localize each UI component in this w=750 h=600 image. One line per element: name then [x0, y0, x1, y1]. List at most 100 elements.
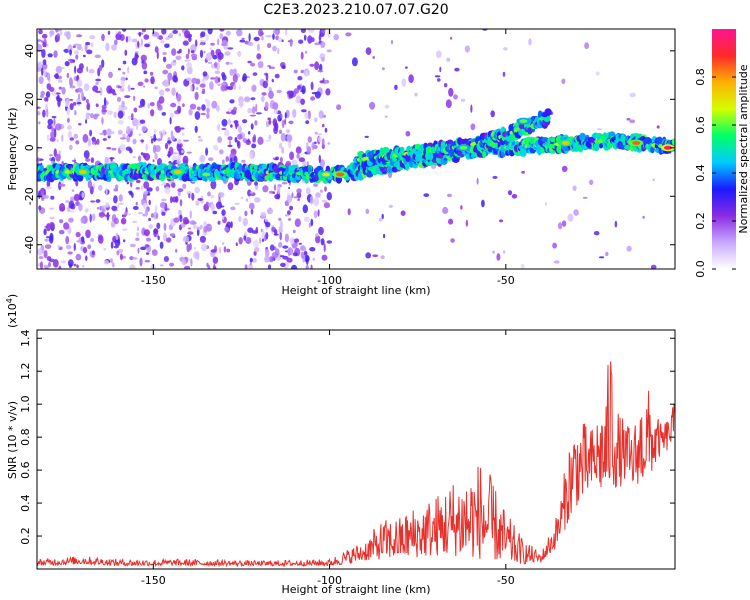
- heatmap-peak: [173, 170, 182, 175]
- heatmap-noise-cell: [284, 233, 289, 243]
- heatmap-noise-cell: [138, 155, 142, 162]
- heatmap-noise-cell: [253, 106, 257, 112]
- heatmap-noise-cell: [241, 37, 245, 40]
- heatmap-noise-cell: [301, 85, 306, 95]
- heatmap-noise-cell: [573, 209, 579, 216]
- heatmap-noise-cell: [222, 242, 225, 245]
- heatmap-noise-cell: [55, 123, 62, 131]
- heatmap-noise-cell: [186, 77, 192, 81]
- heatmap-noise-cell: [323, 80, 326, 85]
- heatmap-noise-cell: [499, 219, 504, 223]
- heatmap-noise-cell: [157, 235, 160, 241]
- heatmap-noise-cell: [136, 179, 141, 184]
- heatmap-ridge-cell: [576, 144, 583, 152]
- heatmap-noise-cell: [228, 107, 232, 113]
- heatmap-noise-cell: [296, 153, 300, 159]
- heatmap-noise-cell: [279, 156, 283, 163]
- heatmap-noise-cell: [121, 100, 125, 108]
- heatmap-noise-cell: [99, 132, 105, 135]
- heatmap-noise-cell: [159, 241, 164, 249]
- heatmap-noise-cell: [150, 138, 154, 144]
- heatmap-noise-cell: [323, 243, 326, 253]
- heatmap-noise-cell: [237, 133, 243, 140]
- heatmap-noise-cell: [287, 247, 294, 256]
- heatmap-noise-cell: [221, 39, 228, 47]
- heatmap-noise-cell: [134, 52, 139, 61]
- heatmap-noise-cell: [111, 90, 116, 95]
- heatmap-noise-cell: [242, 73, 247, 82]
- heatmap-noise-cell: [271, 78, 274, 83]
- heatmap-noise-cell: [143, 70, 148, 75]
- snr-x-tick-label: -50: [497, 574, 515, 587]
- heatmap-noise-cell: [73, 50, 80, 55]
- heatmap-noise-cell: [41, 40, 44, 44]
- heatmap-noise-cell: [176, 93, 182, 102]
- heatmap-noise-cell: [229, 62, 233, 65]
- heatmap-noise-cell: [133, 95, 136, 101]
- heatmap-noise-cell: [656, 125, 660, 129]
- colorbar-tick-label: 0.4: [694, 164, 707, 182]
- heatmap-noise-cell: [281, 146, 285, 154]
- heatmap-noise-cell: [254, 197, 261, 203]
- heatmap-noise-cell: [46, 256, 52, 261]
- heatmap-noise-cell: [261, 92, 267, 96]
- heatmap-noise-cell: [127, 84, 131, 92]
- heatmap-noise-cell: [67, 117, 70, 123]
- heatmap-noise-cell: [211, 100, 218, 109]
- heatmap-noise-cell: [154, 145, 161, 153]
- heatmap-noise-cell: [129, 264, 136, 269]
- heatmap-noise-cell: [191, 222, 197, 225]
- heatmap-noise-cell: [203, 221, 208, 227]
- heatmap-noise-cell: [286, 90, 293, 95]
- heatmap-noise-cell: [57, 94, 60, 99]
- heatmap-noise-cell: [89, 129, 93, 137]
- heatmap-noise-cell: [124, 49, 128, 56]
- heatmap-noise-cell: [303, 251, 308, 256]
- heatmap-noise-cell: [272, 30, 276, 34]
- heatmap-noise-cell: [217, 38, 220, 46]
- heatmap-noise-cell: [233, 106, 237, 112]
- heatmap-noise-cell: [38, 121, 41, 125]
- heatmap-noise-cell: [171, 87, 176, 96]
- heatmap-noise-cell: [317, 209, 320, 217]
- heatmap-noise-cell: [156, 51, 159, 60]
- heatmap-noise-cell: [264, 101, 269, 110]
- heatmap-noise-cell: [320, 238, 325, 246]
- heatmap-noise-cell: [261, 228, 264, 234]
- heatmap-noise-cell: [229, 99, 235, 104]
- heatmap-noise-cell: [73, 263, 77, 267]
- heatmap-noise-cell: [46, 134, 50, 142]
- heatmap-noise-cell: [300, 98, 305, 105]
- heatmap-noise-cell: [111, 205, 118, 211]
- heatmap-noise-cell: [212, 210, 218, 215]
- heatmap-noise-cell: [131, 113, 134, 119]
- heatmap-noise-cell: [109, 131, 115, 135]
- heatmap-noise-cell: [85, 158, 91, 162]
- heatmap-noise-cell: [199, 235, 206, 243]
- heatmap-noise-cell: [209, 81, 214, 90]
- heatmap-noise-cell: [324, 186, 327, 192]
- heatmap-noise-cell: [253, 134, 257, 143]
- heatmap-noise-cell: [299, 245, 304, 251]
- heatmap-noise-cell: [148, 217, 152, 222]
- heatmap-noise-cell: [124, 211, 128, 216]
- heatmap-noise-cell: [90, 238, 94, 242]
- heatmap-noise-cell: [148, 199, 151, 206]
- heatmap-noise-cell: [135, 122, 139, 131]
- snr-axes: -150 -100 -50 0.2 0.4 0.6 0.8 1.0 1.2 1.4: [19, 329, 675, 587]
- heatmap-noise-cell: [53, 74, 58, 78]
- heatmap-noise-cell: [298, 157, 305, 163]
- heatmap-noise-cell: [305, 187, 311, 195]
- heatmap-noise-cell: [55, 65, 62, 74]
- heatmap-noise-cell: [182, 155, 189, 165]
- heatmap-noise-cell: [310, 264, 313, 269]
- heatmap-noise-cell: [274, 29, 280, 36]
- heatmap-noise-cell: [229, 68, 234, 76]
- heatmap-noise-cell: [234, 137, 238, 143]
- heatmap-noise-cell: [164, 43, 170, 49]
- heatmap-noise-cell: [103, 247, 107, 251]
- heatmap-noise-cell: [257, 61, 264, 69]
- heatmap-noise-cell: [207, 191, 211, 197]
- heatmap-noise-cell: [83, 150, 90, 159]
- heatmap-noise-cell: [136, 226, 139, 232]
